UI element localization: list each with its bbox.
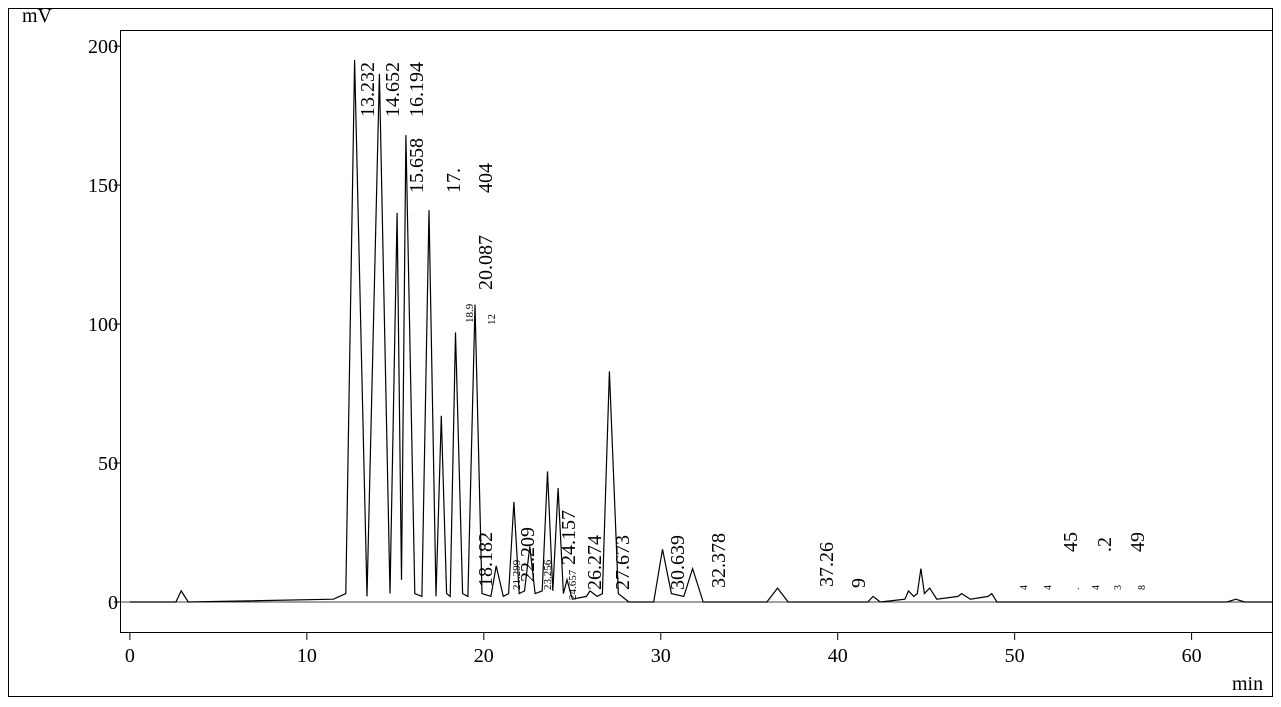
x-tick-label: 60 <box>1182 645 1202 667</box>
peak-label: 20.087 <box>475 235 497 290</box>
peak-label: 32.378 <box>708 533 730 588</box>
y-tick-label: 200 <box>88 36 118 58</box>
peak-label: 23.256 <box>542 559 554 590</box>
y-tick-label: 0 <box>108 592 118 614</box>
y-tick-label: 50 <box>98 453 118 475</box>
peak-label: 15.658 <box>406 138 428 193</box>
peak-label: 18.9 <box>464 303 476 323</box>
peak-label: 26.274 <box>584 535 606 590</box>
peak-label: 17. <box>443 168 465 193</box>
peak-label: . <box>1071 588 1082 591</box>
y-tick-label: 150 <box>88 175 118 197</box>
x-tick-label: 30 <box>651 645 671 667</box>
x-tick-label: 40 <box>828 645 848 667</box>
x-axis-label: min <box>1232 673 1263 695</box>
peak-label: 21.299 <box>511 559 523 590</box>
x-tick-label: 10 <box>297 645 317 667</box>
peak-label: 30.639 <box>667 535 689 590</box>
peak-label: 27.673 <box>612 535 634 590</box>
peak-label: .2 <box>1094 537 1116 552</box>
peak-label: 9 <box>848 578 870 588</box>
peak-label: 18.182 <box>475 532 497 587</box>
outer-frame <box>8 8 1273 697</box>
peak-label: 12 <box>486 314 498 325</box>
peak-label: 14.652 <box>382 62 404 117</box>
chromatogram-trace <box>129 59 1273 603</box>
x-tick-label: 20 <box>474 645 494 667</box>
x-tick-label: 50 <box>1005 645 1025 667</box>
peak-label: 4 <box>1019 585 1030 590</box>
peak-label: 4 <box>1091 585 1102 590</box>
peak-label: 404 <box>475 163 497 193</box>
peak-label: 8 <box>1137 585 1148 590</box>
peak-label: 22.209 <box>517 527 539 582</box>
peak-label: 24.157 <box>558 510 580 565</box>
peak-label: 4 <box>1043 585 1054 590</box>
peak-label: 37.26 <box>816 542 838 587</box>
peak-label: 13.232 <box>357 62 379 117</box>
x-tick-label: 0 <box>125 645 135 667</box>
peak-label: 45 <box>1060 532 1082 552</box>
peak-label: 49 <box>1127 532 1149 552</box>
y-axis-label: mV <box>22 5 53 27</box>
peak-label: 16.194 <box>406 62 428 117</box>
peak-label: 24.657 <box>567 569 579 600</box>
y-tick-label: 100 <box>88 314 118 336</box>
peak-label: 3 <box>1113 585 1124 590</box>
